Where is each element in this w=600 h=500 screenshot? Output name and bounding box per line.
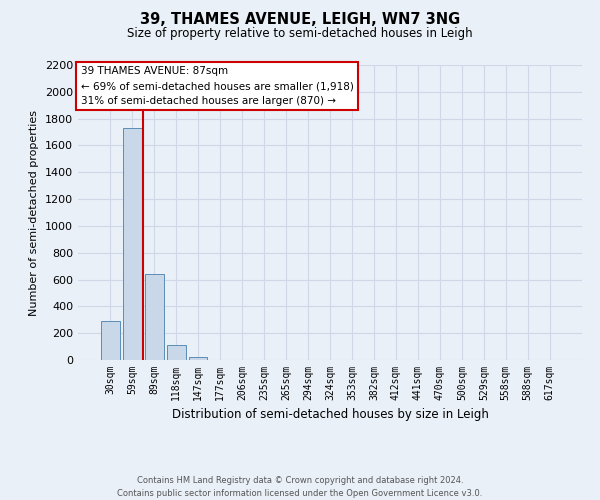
Bar bbox=[167, 345, 185, 360]
Text: 39 THAMES AVENUE: 87sqm
← 69% of semi-detached houses are smaller (1,918)
31% of: 39 THAMES AVENUE: 87sqm ← 69% of semi-de… bbox=[80, 66, 353, 106]
Bar bbox=[145, 274, 164, 360]
Y-axis label: Number of semi-detached properties: Number of semi-detached properties bbox=[29, 110, 40, 316]
Bar bbox=[123, 128, 142, 360]
Bar bbox=[101, 321, 119, 360]
X-axis label: Distribution of semi-detached houses by size in Leigh: Distribution of semi-detached houses by … bbox=[172, 408, 488, 422]
Text: Size of property relative to semi-detached houses in Leigh: Size of property relative to semi-detach… bbox=[127, 28, 473, 40]
Text: 39, THAMES AVENUE, LEIGH, WN7 3NG: 39, THAMES AVENUE, LEIGH, WN7 3NG bbox=[140, 12, 460, 28]
Bar bbox=[189, 358, 208, 360]
Text: Contains HM Land Registry data © Crown copyright and database right 2024.
Contai: Contains HM Land Registry data © Crown c… bbox=[118, 476, 482, 498]
